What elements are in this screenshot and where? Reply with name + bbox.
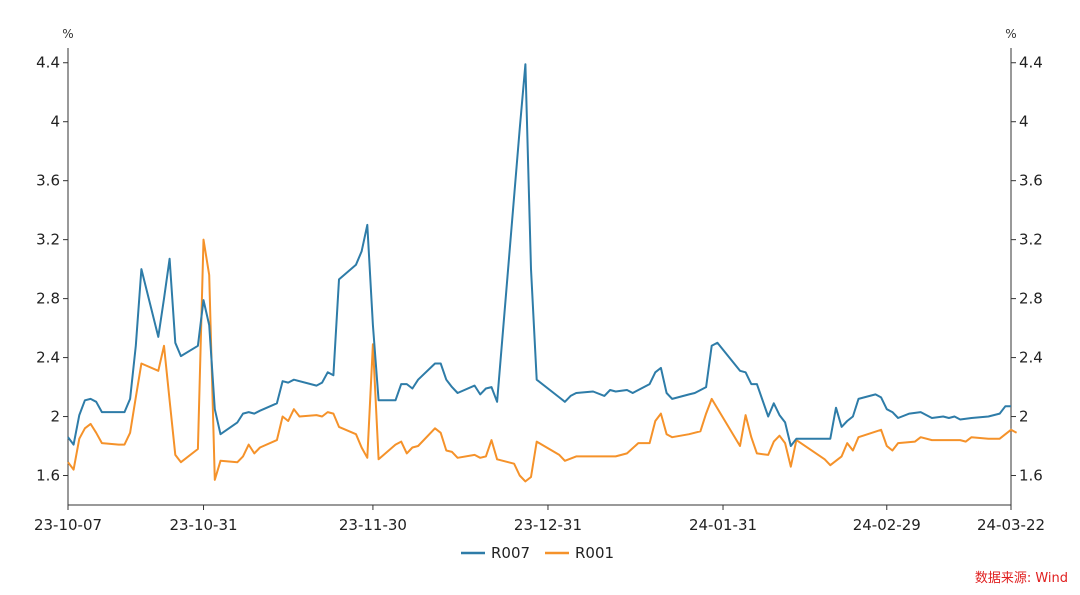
data-source-note: 数据来源: Wind bbox=[975, 571, 1068, 586]
series-line-r001 bbox=[67, 238, 1018, 483]
series-line-r007 bbox=[67, 63, 1011, 447]
y-tick-label-left: 2.4 bbox=[36, 349, 60, 367]
x-tick-label: 24-02-29 bbox=[853, 516, 921, 534]
legend-label-r007: R007 bbox=[491, 544, 530, 562]
legend-label-r001: R001 bbox=[575, 544, 614, 562]
y-tick-label-left: 4 bbox=[50, 113, 60, 131]
x-tick-label: 23-12-31 bbox=[514, 516, 582, 534]
y-tick-label-left: 4.4 bbox=[36, 54, 60, 72]
y-tick-label-right: 2.4 bbox=[1019, 349, 1043, 367]
y-tick-label-right: 3.6 bbox=[1019, 172, 1043, 190]
legend: R007 R001 bbox=[461, 544, 614, 562]
x-tick-label: 23-11-30 bbox=[339, 516, 407, 534]
y-tick-label-left: 1.6 bbox=[36, 467, 60, 485]
y-tick-label-left: 2 bbox=[50, 408, 60, 426]
x-tick-label: 23-10-07 bbox=[34, 516, 102, 534]
axes: % % 1.6 1.6 2 2 2.4 2.4 2.8 2.8 3.2 3.2 3.6 3.6 4 4 4.4 4… bbox=[34, 27, 1045, 534]
y-tick-label-right: 1.6 bbox=[1019, 467, 1043, 485]
series-lines bbox=[67, 63, 1018, 483]
y-tick-label-right: 2 bbox=[1019, 408, 1029, 426]
y-tick-label-right: 4 bbox=[1019, 113, 1029, 131]
y-tick-label-left: 2.8 bbox=[36, 290, 60, 308]
x-tick-label: 24-01-31 bbox=[689, 516, 757, 534]
y-tick-label-right: 3.2 bbox=[1019, 231, 1043, 249]
y-axis-right-unit: % bbox=[1005, 27, 1016, 41]
y-tick-label-left: 3.6 bbox=[36, 172, 60, 190]
x-tick-label: 23-10-31 bbox=[169, 516, 237, 534]
y-axis-left-unit: % bbox=[62, 27, 73, 41]
x-tick-label: 24-03-22 bbox=[977, 516, 1045, 534]
y-tick-label-left: 3.2 bbox=[36, 231, 60, 249]
y-tick-label-right: 2.8 bbox=[1019, 290, 1043, 308]
y-tick-label-right: 4.4 bbox=[1019, 54, 1043, 72]
